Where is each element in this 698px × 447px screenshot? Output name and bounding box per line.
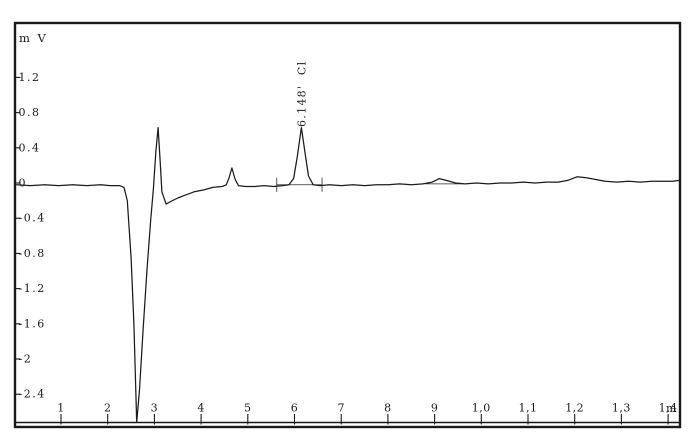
peak-label: 6.148' Cl	[295, 61, 308, 127]
x-tick-label: 1	[57, 402, 65, 415]
x-tick-label: 5	[244, 402, 252, 415]
x-tick-label: 1,1	[519, 402, 538, 415]
y-tick-label: -1.6	[19, 317, 46, 330]
x-tick-label: 1,0	[472, 402, 491, 415]
x-tick-label: 6	[291, 402, 299, 415]
x-tick-label: 9	[431, 402, 439, 415]
chromatogram-trace	[15, 126, 680, 424]
y-axis-ticks: 1.2 0.8 0.4 0 -0.4 -0.8 -1.2 -1.6 -2 -2.4	[14, 71, 46, 401]
y-tick-label: -1.2	[19, 282, 46, 295]
trace-group	[15, 126, 680, 424]
y-axis-unit-label: m V	[19, 31, 48, 45]
y-tick-label: 0.8	[19, 106, 41, 119]
x-tick-label: 1,3	[612, 402, 631, 415]
peak-labels: 6.148' Cl	[295, 61, 308, 127]
y-tick-label: 1.2	[19, 71, 41, 84]
y-tick-label: 0.4	[19, 141, 41, 154]
plot-frame	[13, 21, 682, 429]
x-tick-label: 2	[104, 402, 112, 415]
x-tick-label: 1,2	[565, 402, 584, 415]
y-tick-label: -2	[19, 353, 33, 366]
x-axis-ticks: 1 2 3 4 5 6 7 8 9 1,0 1,1 1,2 1,3 1,4	[57, 402, 677, 425]
x-tick-label: 1,4	[659, 402, 678, 415]
y-tick-label: -0.4	[19, 212, 46, 225]
x-tick-label: 3	[151, 402, 159, 415]
x-tick-label: 8	[384, 402, 392, 415]
x-axis-unit-label: m	[666, 402, 677, 415]
y-tick-label: -2.4	[19, 388, 46, 401]
y-tick-label: -0.8	[19, 247, 46, 260]
x-tick-label: 4	[197, 402, 205, 415]
y-tick-label: 0	[19, 177, 28, 190]
x-tick-label: 7	[337, 402, 345, 415]
